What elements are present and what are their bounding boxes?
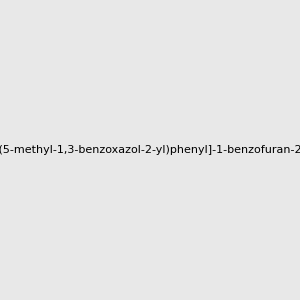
Text: N-[2-chloro-5-(5-methyl-1,3-benzoxazol-2-yl)phenyl]-1-benzofuran-2-carboxamide: N-[2-chloro-5-(5-methyl-1,3-benzoxazol-2… [0, 145, 300, 155]
